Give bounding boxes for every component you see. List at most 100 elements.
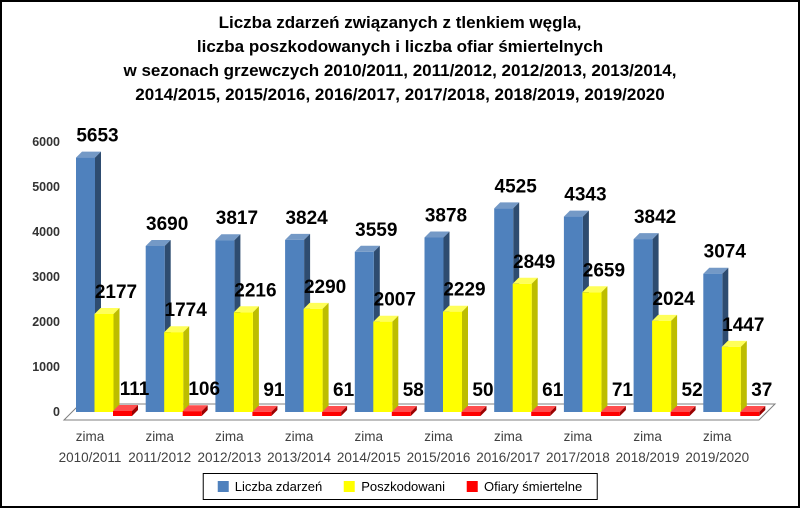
bar-s0-g5 bbox=[424, 237, 444, 412]
bar-s0-g3 bbox=[285, 239, 305, 412]
y-axis-tick-label: 6000 bbox=[32, 135, 60, 149]
bar-side-s2-g2 bbox=[271, 405, 278, 416]
data-label-s0-g1: 3690 bbox=[146, 214, 188, 235]
bar-s1-g8 bbox=[652, 320, 672, 412]
data-label-s1-g0: 2177 bbox=[95, 282, 137, 303]
x-axis-category-label-line1: zima bbox=[285, 429, 314, 444]
x-axis-category-label-line1: zima bbox=[215, 429, 244, 444]
x-axis-category-label-line2: 2012/2013 bbox=[197, 450, 261, 465]
data-label-s2-g4: 58 bbox=[403, 380, 424, 401]
legend: Liczba zdarzeń Poszkodowani Ofiary śmier… bbox=[202, 473, 598, 500]
bar-top-s1-g4 bbox=[373, 315, 399, 322]
data-label-s0-g7: 4343 bbox=[564, 185, 606, 206]
data-label-s0-g6: 4525 bbox=[495, 176, 538, 197]
bar-s1-g5 bbox=[443, 311, 462, 412]
data-label-s2-g3: 61 bbox=[333, 380, 355, 401]
x-axis-category-label-line1: zima bbox=[355, 429, 384, 444]
bar-top-s0-g9 bbox=[703, 267, 729, 274]
bar-top-s1-g5 bbox=[443, 305, 468, 312]
bar-s0-g7 bbox=[563, 216, 583, 412]
data-label-s1-g1: 1774 bbox=[165, 300, 208, 321]
legend-swatch-red bbox=[467, 481, 479, 492]
data-label-s1-g9: 1447 bbox=[722, 315, 764, 336]
bar-top-s2-g2 bbox=[252, 405, 278, 412]
chart-title-line-1: Liczba zdarzeń związanych z tlenkiem węg… bbox=[218, 13, 582, 32]
legend-item-poszkodowani: Poszkodowani bbox=[344, 479, 445, 494]
bar-top-s2-g5 bbox=[461, 406, 487, 412]
legend-label: Liczba zdarzeń bbox=[234, 479, 323, 494]
legend-label: Poszkodowani bbox=[361, 479, 446, 494]
bar-s2-g5 bbox=[461, 412, 481, 416]
y-axis-tick-label: 1000 bbox=[32, 360, 60, 374]
x-axis-category-label-line2: 2014/2015 bbox=[337, 450, 401, 465]
bar-top-s1-g6 bbox=[512, 277, 538, 284]
bar-side-s1-g5 bbox=[462, 305, 468, 412]
x-axis-category-label-line2: 2015/2016 bbox=[407, 450, 471, 465]
legend-label: Ofiary śmiertelne bbox=[484, 479, 583, 494]
bar-side-s1-g6 bbox=[531, 277, 538, 412]
data-label-s0-g8: 3842 bbox=[634, 207, 676, 228]
bar-side-s2-g4 bbox=[410, 406, 417, 416]
bar-top-s2-g6 bbox=[531, 406, 557, 412]
bar-top-s0-g6 bbox=[494, 202, 520, 209]
bar-side-s2-g6 bbox=[550, 406, 557, 416]
bar-top-s2-g9 bbox=[740, 406, 766, 412]
bar-s2-g8 bbox=[670, 412, 690, 416]
bar-s2-g4 bbox=[391, 412, 411, 416]
data-label-s2-g1: 106 bbox=[188, 379, 220, 400]
legend-swatch-yellow bbox=[344, 481, 356, 492]
data-label-s2-g9: 37 bbox=[751, 380, 772, 401]
data-label-s0-g9: 3074 bbox=[704, 242, 747, 263]
bar-top-s2-g8 bbox=[670, 406, 696, 412]
bar-top-s0-g4 bbox=[354, 245, 380, 252]
bar-top-s1-g9 bbox=[721, 340, 747, 347]
chart-title-line-4: 2014/2015, 2015/2016, 2016/2017, 2017/20… bbox=[135, 85, 665, 104]
x-axis-category-label-line1: zima bbox=[564, 429, 593, 444]
data-label-s2-g6: 61 bbox=[542, 380, 564, 401]
bar-s2-g0 bbox=[113, 411, 132, 416]
bar-s1-g0 bbox=[94, 314, 114, 412]
bar-s0-g0 bbox=[76, 157, 95, 412]
bar-s2-g2 bbox=[252, 411, 272, 416]
data-label-s1-g7: 2659 bbox=[583, 260, 625, 281]
chart-title-line-3: w sezonach grzewczych 2010/2011, 2011/20… bbox=[123, 61, 677, 80]
data-label-s2-g5: 50 bbox=[472, 380, 493, 401]
bar-s0-g1 bbox=[145, 246, 165, 412]
bar-side-s1-g3 bbox=[322, 302, 329, 412]
bar-top-s2-g1 bbox=[182, 405, 208, 412]
x-axis-category-label-line1: zima bbox=[76, 429, 105, 444]
data-label-s0-g5: 3878 bbox=[425, 206, 467, 227]
bar-top-s1-g8 bbox=[652, 314, 678, 321]
bar-top-s1-g3 bbox=[303, 302, 329, 309]
bar-s0-g4 bbox=[354, 251, 374, 412]
bar-top-s0-g0 bbox=[76, 151, 101, 158]
data-label-s2-g0: 111 bbox=[120, 379, 150, 400]
bar-s0-g9 bbox=[703, 273, 723, 412]
bar-side-s1-g9 bbox=[740, 340, 747, 412]
chart-title-line-2: liczba poszkodowanych i liczba ofiar śmi… bbox=[196, 37, 604, 56]
bar-side-s2-g0 bbox=[132, 405, 138, 416]
bar-side-s2-g1 bbox=[201, 405, 208, 416]
data-label-s1-g4: 2007 bbox=[374, 290, 416, 311]
bar-top-s1-g1 bbox=[164, 326, 190, 333]
bar-side-s1-g1 bbox=[183, 326, 190, 412]
bar-side-s2-g5 bbox=[480, 406, 487, 416]
x-axis-category-label-line2: 2011/2012 bbox=[128, 450, 191, 465]
bar-s1-g9 bbox=[721, 346, 741, 412]
data-label-s2-g2: 91 bbox=[263, 380, 285, 401]
data-label-s1-g8: 2024 bbox=[652, 289, 695, 310]
bar-s1-g6 bbox=[512, 283, 532, 412]
chart-canvas: 0 1000 2000 3000 4000 5000 6000 zima 2010/2011 zi… bbox=[32, 126, 777, 465]
bar-top-s0-g8 bbox=[633, 233, 659, 240]
bar-s2-g1 bbox=[182, 411, 202, 416]
bar-side-s2-g8 bbox=[689, 406, 696, 416]
y-axis-tick-label: 2000 bbox=[32, 315, 60, 329]
y-axis-tick-label: 5000 bbox=[32, 180, 60, 194]
x-axis-category-label-line2: 2016/2017 bbox=[476, 450, 540, 465]
x-axis-category-label-line1: zima bbox=[494, 429, 523, 444]
bar-side-s1-g4 bbox=[392, 315, 399, 412]
bar-top-s2-g0 bbox=[113, 405, 138, 411]
bar-top-s0-g5 bbox=[424, 231, 450, 238]
bar-top-s2-g4 bbox=[391, 406, 417, 412]
